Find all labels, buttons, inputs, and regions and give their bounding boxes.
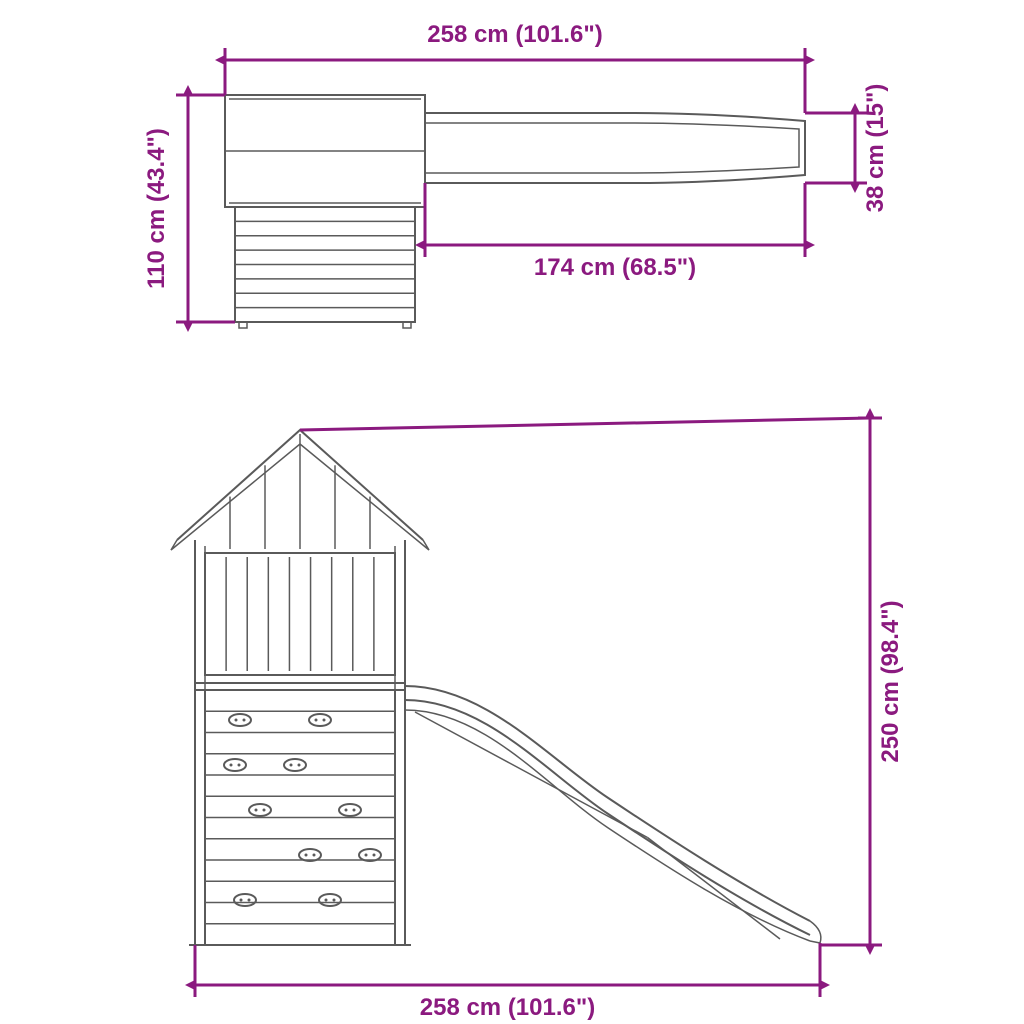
dim-slide-length: 174 cm (68.5") [425, 233, 805, 281]
dim-top-width: 258 cm (101.6") [225, 21, 805, 72]
dim-front-width: 258 cm (101.6") [195, 973, 820, 1021]
front-view [171, 430, 821, 945]
dim-slide-length-label: 174 cm (68.5") [534, 254, 696, 281]
dim-top-width-label: 258 cm (101.6") [427, 21, 603, 48]
dim-slide-width: 38 cm (15") [843, 84, 889, 213]
top-view [225, 95, 805, 328]
dim-front-width-label: 258 cm (101.6") [420, 994, 596, 1021]
dim-top-depth-label: 110 cm (43.4") [143, 128, 170, 289]
dim-slide-width-label: 38 cm (15") [862, 84, 889, 213]
dim-front-height: 250 cm (98.4") [858, 418, 904, 945]
dim-top-depth: 110 cm (43.4") [143, 95, 200, 322]
dim-front-height-label: 250 cm (98.4") [877, 600, 904, 762]
